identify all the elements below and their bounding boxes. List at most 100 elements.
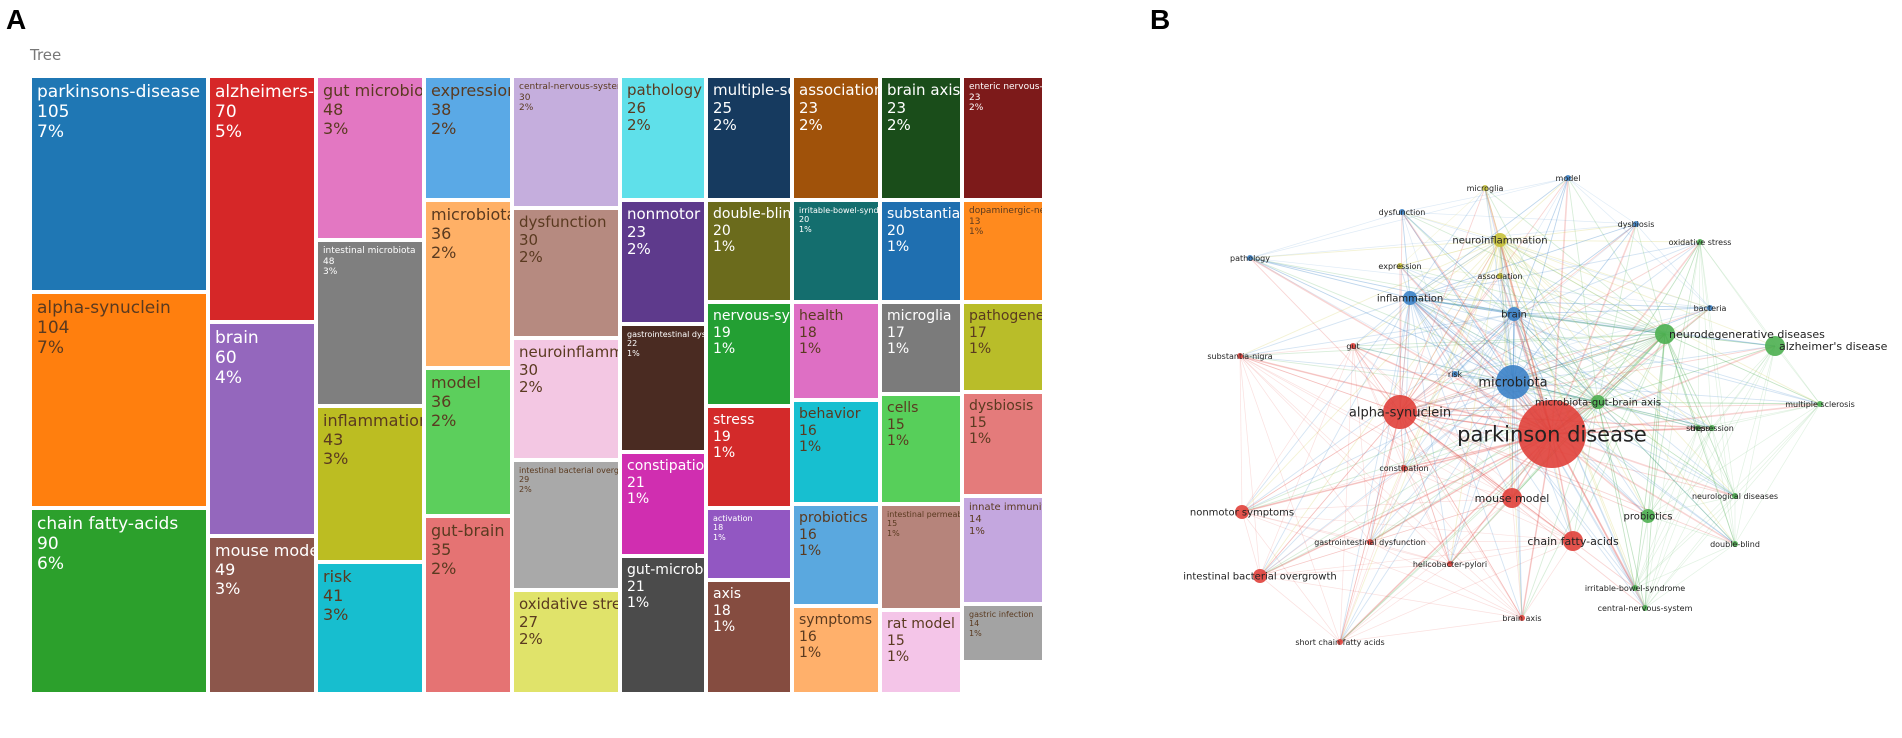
treemap-tile[interactable]: health 18 1%: [792, 302, 880, 400]
treemap-tile[interactable]: behavior 16 1%: [792, 400, 880, 504]
network-node[interactable]: [1399, 209, 1405, 215]
network-edge: [1551, 177, 1569, 435]
network-node[interactable]: [1707, 305, 1713, 311]
network-node[interactable]: [1565, 175, 1571, 181]
treemap-tile[interactable]: brain 60 4%: [208, 322, 316, 536]
network-node[interactable]: [1235, 505, 1249, 519]
network-edge: [1399, 241, 1701, 413]
treemap-tile[interactable]: pathogenesis171%: [962, 302, 1044, 392]
network-edge: [1339, 381, 1514, 643]
treemap-tile[interactable]: substantia-nigra201%: [880, 200, 962, 302]
treemap-tile[interactable]: pathology 26 2%: [620, 76, 706, 200]
network-edge: [1239, 297, 1411, 357]
network-node[interactable]: [1497, 273, 1503, 279]
treemap-tile[interactable]: nervous-system191%: [706, 302, 792, 406]
treemap-tile[interactable]: neuroinflammation302%: [512, 338, 620, 460]
network-edge: [1399, 381, 1514, 413]
treemap-tile[interactable]: dysfunction 30 2%: [512, 208, 620, 338]
treemap-tile[interactable]: intestinal permeability151%: [880, 504, 962, 610]
network-node[interactable]: [1493, 233, 1507, 247]
treemap-tile[interactable]: multiple-sclerosis252%: [706, 76, 792, 200]
network-node[interactable]: [1642, 605, 1648, 611]
treemap-tile[interactable]: brain axis 23 2%: [880, 76, 962, 200]
treemap-tile[interactable]: dysbiosis 15 1%: [962, 392, 1044, 496]
network-edge: [1634, 333, 1666, 589]
network-node[interactable]: [1403, 291, 1417, 305]
treemap-tile[interactable]: alpha-synuclein 104 7%: [30, 292, 208, 508]
network-node[interactable]: [1518, 400, 1586, 468]
treemap-tile[interactable]: gut-microbiota211%: [620, 556, 706, 694]
network-node[interactable]: [1507, 307, 1521, 321]
network-node[interactable]: [1401, 465, 1407, 471]
network-node[interactable]: [1502, 488, 1522, 508]
treemap-tile[interactable]: chain fatty-acids 90 6%: [30, 508, 208, 694]
network-node[interactable]: [1496, 365, 1530, 399]
network-edge: [1454, 177, 1569, 375]
treemap-tile[interactable]: expression 38 2%: [424, 76, 512, 200]
treemap-tile[interactable]: innate immunity 14 1%: [962, 496, 1044, 604]
treemap-tile[interactable]: central-nervous-system 30 2%: [512, 76, 620, 208]
network-node[interactable]: [1697, 239, 1703, 245]
network-node[interactable]: [1367, 539, 1373, 545]
treemap-tile[interactable]: microbiota 36 2%: [424, 200, 512, 368]
network-node[interactable]: [1732, 493, 1738, 499]
treemap-tile[interactable]: intestinal bacterial overgrowth292%: [512, 460, 620, 590]
treemap-tile[interactable]: double-blind 20 1%: [706, 200, 792, 302]
treemap-tile[interactable]: alzheimers-disease705%: [208, 76, 316, 322]
treemap-tile[interactable]: gastrointestinal dysfunction221%: [620, 324, 706, 452]
network-node[interactable]: [1591, 395, 1605, 409]
treemap-tile[interactable]: enteric nervous-system232%: [962, 76, 1044, 200]
network-node[interactable]: [1482, 185, 1488, 191]
treemap-tile[interactable]: cells 15 1%: [880, 394, 962, 504]
network-node[interactable]: [1695, 425, 1701, 431]
treemap-tile[interactable]: risk 41 3%: [316, 562, 424, 694]
treemap-tile[interactable]: axis 18 1%: [706, 580, 792, 694]
treemap-tile[interactable]: gut-brain axis352%: [424, 516, 512, 694]
treemap-tile[interactable]: probiotics 16 1%: [792, 504, 880, 606]
treemap-tile[interactable]: activation 18 1%: [706, 508, 792, 580]
treemap-tile[interactable]: association 23 2%: [792, 76, 880, 200]
network-node[interactable]: [1655, 324, 1675, 344]
network-node[interactable]: [1397, 263, 1403, 269]
treemap-tile[interactable]: symptoms 16 1%: [792, 606, 880, 694]
treemap-tile-percent: 2%: [519, 630, 543, 649]
network-node[interactable]: [1633, 221, 1639, 227]
network-edge: [1597, 401, 1821, 405]
treemap-tile[interactable]: irritable-bowel-syndrome201%: [792, 200, 880, 302]
network-node[interactable]: [1817, 401, 1823, 407]
treemap-tile-value: 21: [627, 578, 645, 595]
network-node[interactable]: [1519, 615, 1525, 621]
treemap-tile[interactable]: gastric infection 14 1%: [962, 604, 1044, 662]
network-node[interactable]: [1641, 509, 1655, 523]
treemap-tile[interactable]: dopaminergic-neurons131%: [962, 200, 1044, 302]
treemap-tile[interactable]: mouse model 49 3%: [208, 536, 316, 694]
treemap-tile[interactable]: microglia 17 1%: [880, 302, 962, 394]
network-node[interactable]: [1452, 371, 1458, 377]
network-node[interactable]: [1632, 585, 1638, 591]
treemap-tile[interactable]: stress 19 1%: [706, 406, 792, 508]
treemap-tile[interactable]: nonmotor symptoms232%: [620, 200, 706, 324]
treemap-tile[interactable]: constipation 21 1%: [620, 452, 706, 556]
network-edge: [1513, 313, 1713, 429]
network-edge: [1241, 297, 1411, 513]
network-node[interactable]: [1765, 336, 1785, 356]
network-edge: [1644, 333, 1666, 609]
network-node[interactable]: [1247, 255, 1253, 261]
network-node[interactable]: [1253, 569, 1267, 583]
network-node[interactable]: [1709, 425, 1715, 431]
network-node[interactable]: [1447, 561, 1453, 567]
treemap-tile[interactable]: inflammation 43 3%: [316, 406, 424, 562]
network-node[interactable]: [1337, 639, 1343, 645]
treemap-tile[interactable]: oxidative stress272%: [512, 590, 620, 694]
treemap-tile[interactable]: parkinsons-disease 105 7%: [30, 76, 208, 292]
treemap-tile[interactable]: rat model 15 1%: [880, 610, 962, 694]
network-node[interactable]: [1350, 343, 1356, 349]
network-node[interactable]: [1237, 353, 1243, 359]
treemap-tile[interactable]: model 36 2%: [424, 368, 512, 516]
network-node[interactable]: [1732, 541, 1738, 547]
treemap-tile[interactable]: intestinal microbiota 48 3%: [316, 240, 424, 406]
network-node[interactable]: [1383, 395, 1417, 429]
network-edge: [1597, 401, 1736, 497]
network-node[interactable]: [1563, 531, 1583, 551]
